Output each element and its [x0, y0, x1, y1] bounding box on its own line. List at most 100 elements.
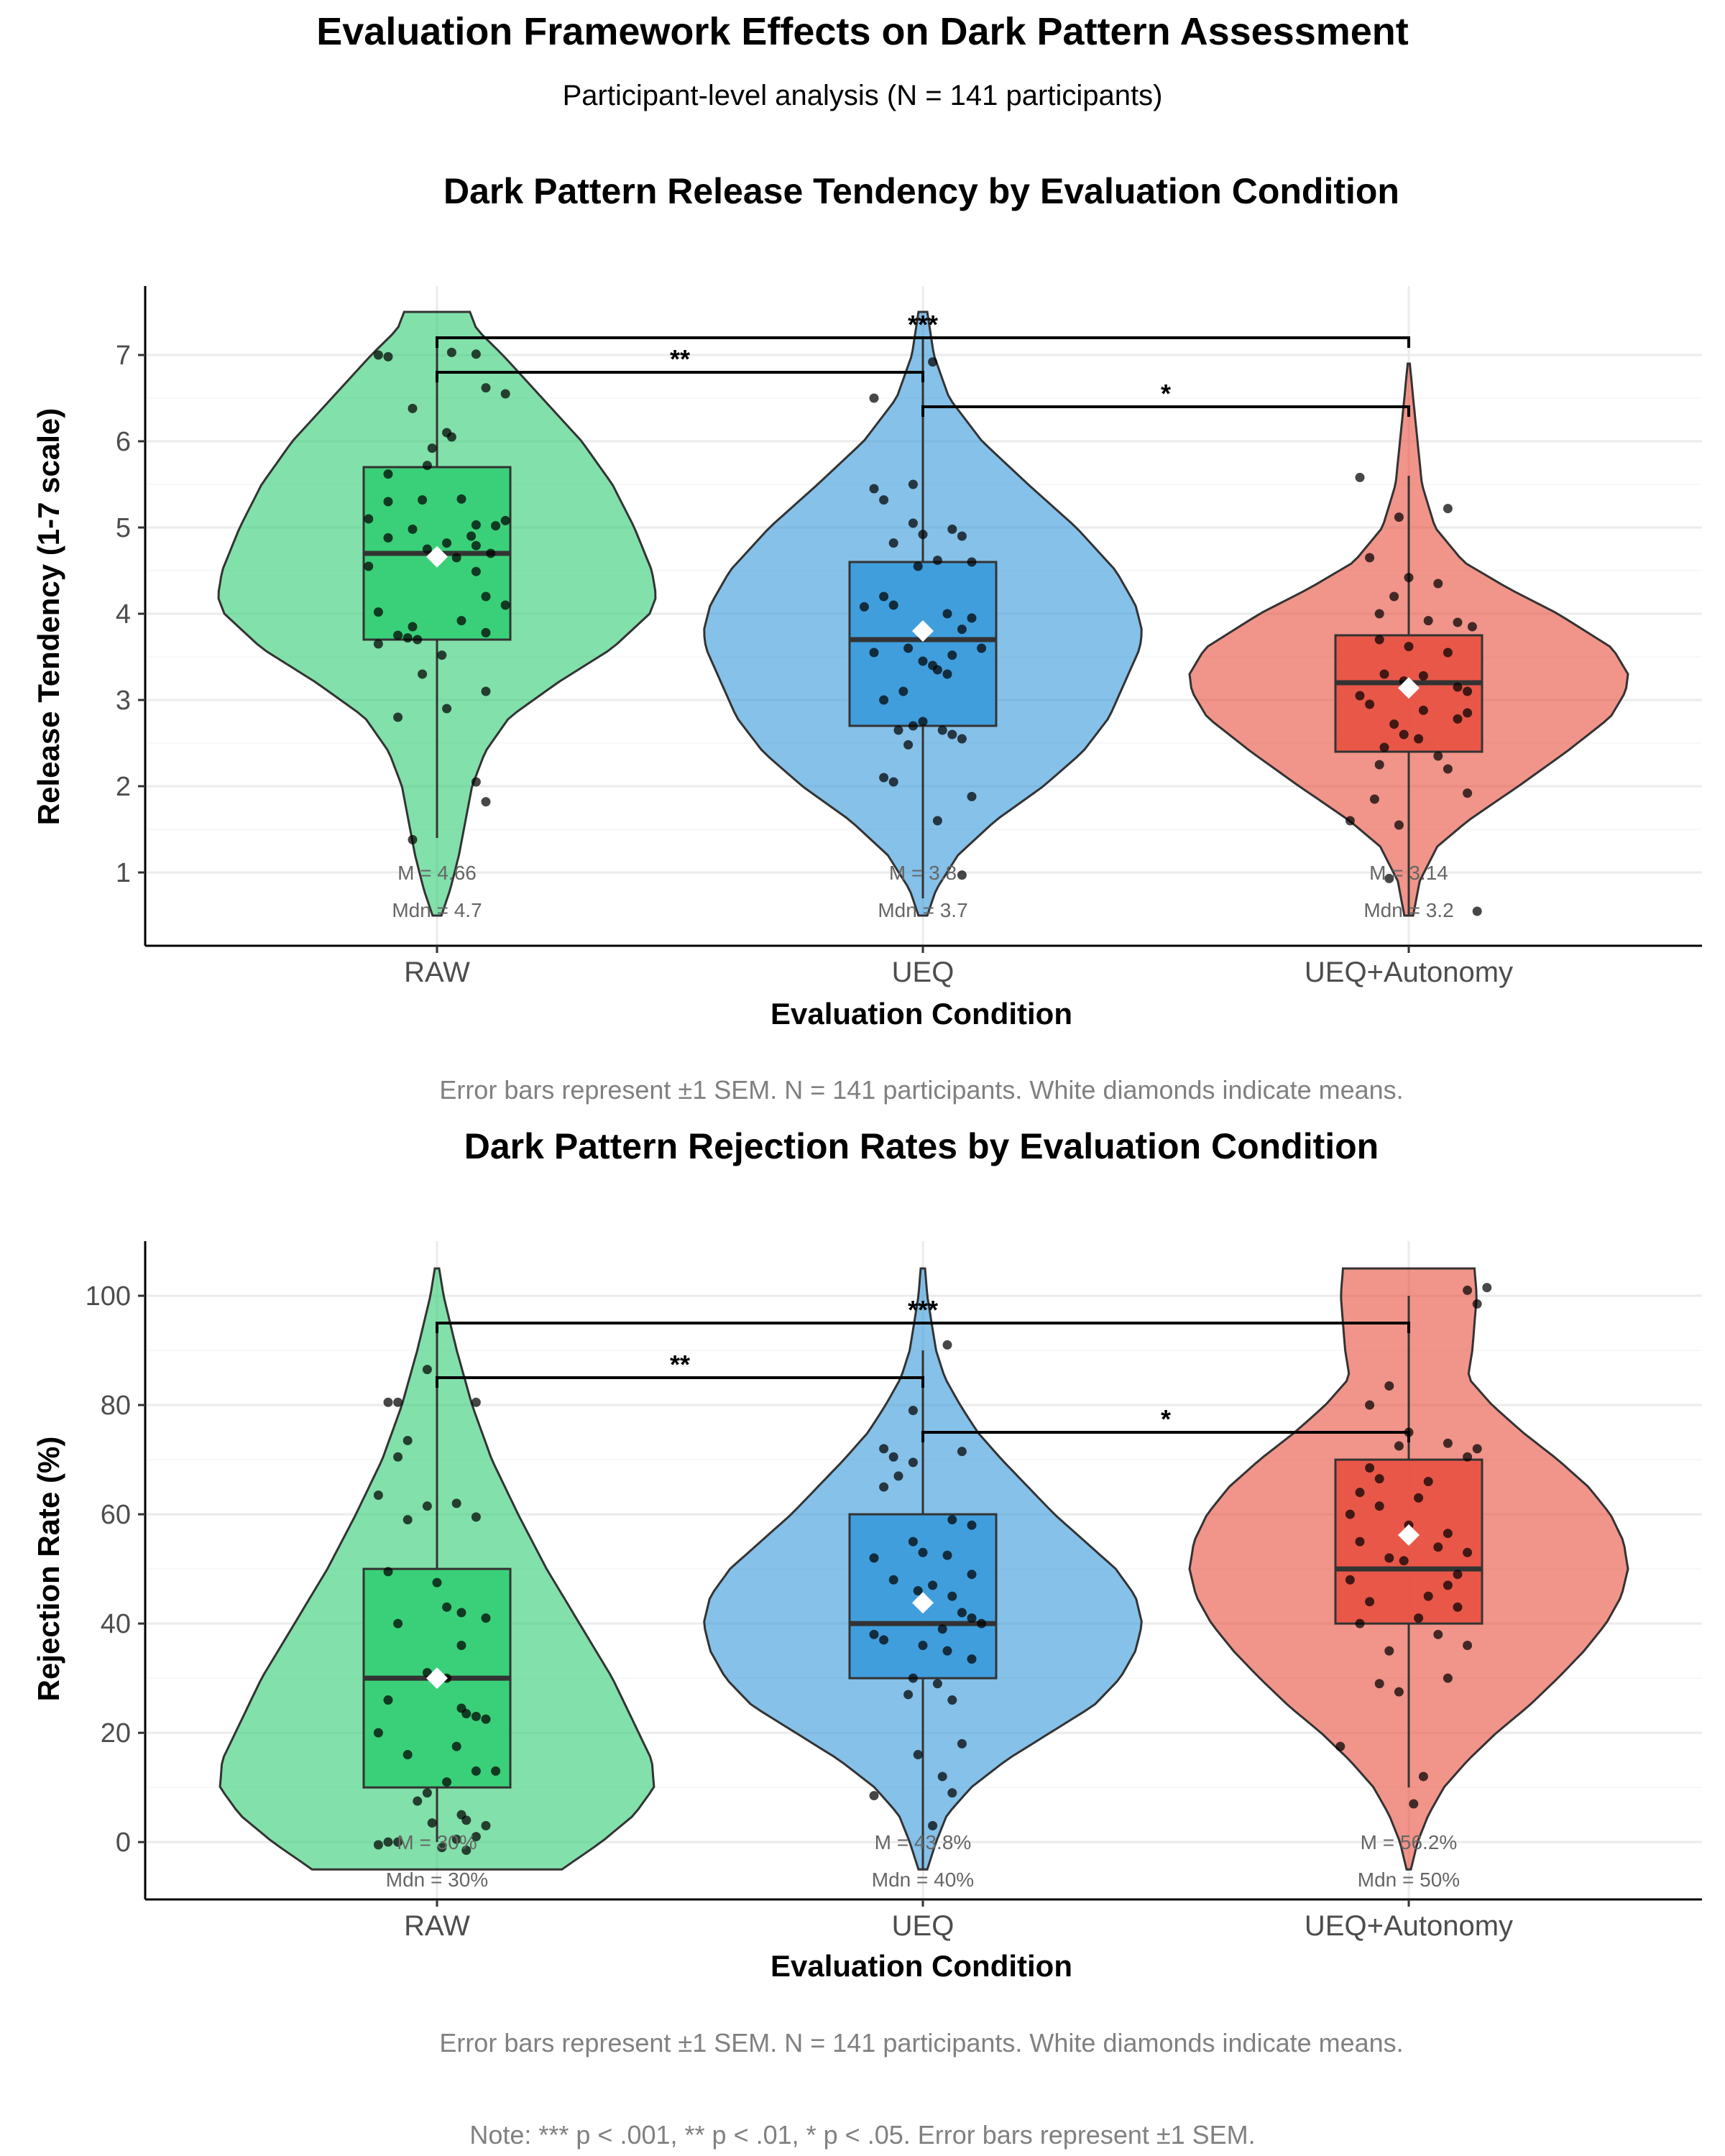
- data-point: [1355, 691, 1365, 701]
- data-point: [481, 797, 491, 807]
- data-point: [908, 1537, 918, 1547]
- mean-diamond: [426, 545, 448, 568]
- data-point: [471, 1512, 481, 1522]
- data-point: [1379, 669, 1389, 679]
- data-point: [908, 518, 918, 528]
- significance-label: **: [670, 344, 690, 374]
- data-point: [393, 712, 403, 722]
- data-point: [1414, 1493, 1424, 1503]
- data-point: [928, 1580, 938, 1590]
- y-tick-label: 4: [116, 599, 131, 630]
- data-point: [957, 870, 967, 880]
- data-point: [947, 524, 957, 534]
- data-point: [1453, 1570, 1463, 1580]
- data-point: [869, 1791, 879, 1801]
- data-point: [422, 1501, 432, 1511]
- data-point: [967, 557, 977, 567]
- data-point: [888, 538, 898, 548]
- data-point: [1443, 1438, 1453, 1448]
- data-point: [446, 347, 456, 357]
- panel-2-y-axis: 0 20 40 60 80 100: [86, 1241, 147, 1899]
- data-point: [932, 556, 942, 566]
- mean-label: M = 43.8%: [875, 1831, 972, 1853]
- data-point: [1365, 1597, 1375, 1607]
- panel-2-stat-labels: M = 30% Mdn = 30% M = 43.8% Mdn = 40% M = 56…: [386, 1831, 1460, 1891]
- figure-subtitle: Participant-level analysis (N = 141 part…: [563, 80, 1163, 111]
- data-point: [1365, 1400, 1375, 1410]
- data-point: [1443, 648, 1453, 658]
- data-point: [1414, 734, 1424, 744]
- data-point: [422, 544, 432, 554]
- data-point: [461, 1709, 472, 1719]
- panel-1-caption: Error bars represent ±1 SEM. N = 141 par…: [439, 1075, 1403, 1105]
- data-point: [422, 461, 432, 471]
- data-point: [451, 1741, 461, 1751]
- x-tick-label: RAW: [404, 957, 470, 988]
- panel-1-x-axis-title: Evaluation Condition: [770, 997, 1072, 1031]
- data-point: [1472, 1299, 1482, 1309]
- mean-label: M = 3.8: [889, 862, 957, 884]
- data-point: [913, 561, 923, 571]
- data-point: [383, 1837, 393, 1847]
- data-point: [947, 1695, 957, 1705]
- significance-label: **: [670, 1350, 690, 1379]
- panel-2-means: [426, 1524, 1420, 1690]
- data-point: [937, 725, 947, 735]
- data-point: [1453, 714, 1463, 724]
- data-point: [1384, 1646, 1394, 1656]
- data-point: [393, 1837, 403, 1847]
- mean-diamond: [912, 1592, 934, 1614]
- panel-2-x-axis: RAW UEQ UEQ+Autonomy: [145, 1898, 1702, 1942]
- data-point: [908, 1457, 918, 1468]
- data-point: [471, 566, 481, 576]
- y-tick-label: 100: [86, 1281, 131, 1312]
- data-point: [1379, 742, 1389, 752]
- data-point: [913, 1586, 923, 1596]
- data-point: [947, 729, 957, 740]
- data-point: [413, 1796, 423, 1806]
- data-point: [408, 834, 418, 844]
- data-point: [466, 531, 477, 541]
- data-point: [1384, 1553, 1394, 1563]
- data-point: [408, 622, 418, 632]
- data-point: [977, 1618, 987, 1628]
- data-point: [1394, 512, 1404, 522]
- data-point: [918, 530, 928, 540]
- data-point: [1433, 751, 1443, 761]
- data-point: [947, 1788, 957, 1798]
- data-point: [957, 734, 967, 744]
- data-point: [879, 1635, 889, 1645]
- panel-2-points: [373, 1283, 1492, 1856]
- data-point: [932, 665, 942, 675]
- rejection-rate-panel: Dark Pattern Rejection Rates by Evaluati…: [32, 1126, 1702, 2058]
- data-point: [373, 639, 383, 649]
- data-point: [967, 1654, 977, 1664]
- data-point: [869, 484, 879, 494]
- data-point: [888, 600, 898, 610]
- data-point: [471, 349, 481, 359]
- data-point: [471, 520, 481, 530]
- data-point: [481, 686, 491, 696]
- mean-label: M = 30%: [397, 1831, 477, 1853]
- data-point: [364, 514, 374, 524]
- data-point: [932, 1679, 942, 1689]
- data-point: [947, 650, 957, 660]
- data-point: [471, 1397, 481, 1407]
- significance-label: *: [1161, 1404, 1171, 1434]
- data-point: [383, 469, 393, 479]
- data-point: [1463, 708, 1473, 718]
- data-point: [1365, 1462, 1375, 1473]
- data-point: [383, 1567, 393, 1577]
- significance-bracket: [921, 405, 1410, 417]
- data-point: [481, 591, 491, 602]
- data-point: [1384, 873, 1394, 883]
- data-point: [1423, 1476, 1433, 1486]
- data-point: [1453, 1602, 1463, 1612]
- data-point: [1374, 635, 1384, 645]
- figure-title: Evaluation Framework Effects on Dark Pat…: [316, 10, 1409, 53]
- y-tick-label: 3: [116, 686, 131, 716]
- data-point: [383, 351, 393, 361]
- y-tick-label: 0: [116, 1828, 131, 1858]
- data-point: [1463, 686, 1473, 696]
